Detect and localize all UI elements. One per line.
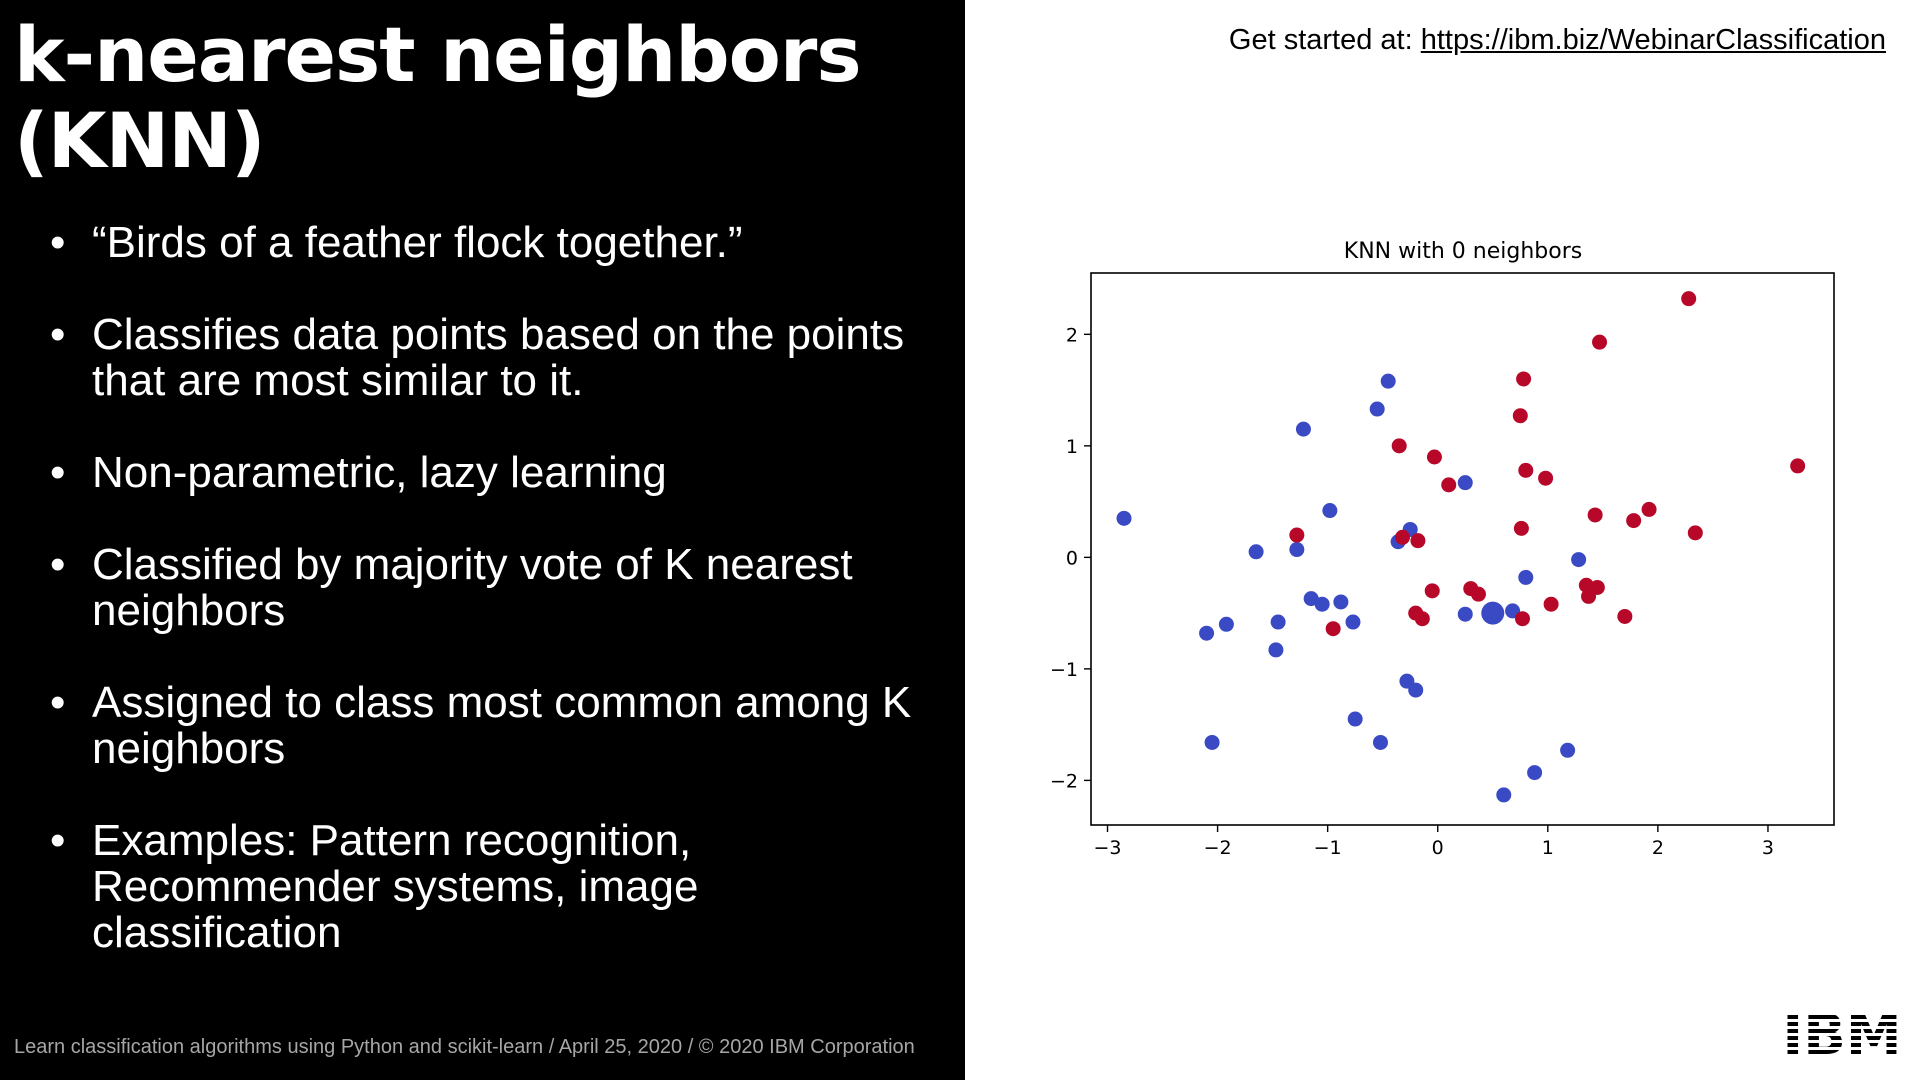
- data-point: [1513, 520, 1529, 536]
- x-tick-label: 3: [1762, 837, 1774, 859]
- data-point: [1322, 503, 1338, 519]
- data-point: [1295, 421, 1311, 437]
- data-point: [1204, 734, 1220, 750]
- data-point: [1199, 625, 1215, 641]
- data-point: [1543, 596, 1559, 612]
- data-point: [1560, 742, 1576, 758]
- bullet-dot-icon: •: [50, 310, 66, 359]
- y-tick-label: −1: [1050, 659, 1078, 681]
- bullet-dot-icon: •: [50, 448, 66, 497]
- data-point: [1687, 525, 1703, 541]
- bullet-dot-icon: •: [50, 816, 66, 865]
- data-point: [1587, 507, 1603, 523]
- data-point: [1218, 616, 1234, 632]
- data-point: [1790, 458, 1806, 474]
- data-point: [1395, 529, 1411, 545]
- data-point: [1518, 569, 1534, 585]
- plot-frame: [1090, 272, 1835, 826]
- dark-content-panel: k-nearest neighbors (KNN) • “Birds of a f…: [0, 0, 965, 1080]
- data-point: [1518, 462, 1534, 478]
- bullet-text: “Birds of a feather flock together.”: [92, 218, 743, 267]
- bullet-item: • Assigned to class most common among K n…: [50, 680, 930, 772]
- data-point: [1589, 579, 1605, 595]
- data-point: [1408, 682, 1424, 698]
- x-tick-label: 0: [1432, 837, 1444, 859]
- data-point: [1380, 373, 1396, 389]
- data-point: [1527, 765, 1543, 781]
- data-point: [1457, 606, 1473, 622]
- data-point: [1681, 291, 1697, 307]
- data-point: [1470, 586, 1486, 602]
- slide-title-line-2: (KNN): [14, 96, 266, 185]
- data-point: [1314, 596, 1330, 612]
- data-point: [1626, 513, 1642, 529]
- data-point: [1426, 449, 1442, 465]
- bullet-text: Non-parametric, lazy learning: [92, 448, 667, 497]
- bullet-item: • Classified by majority vote of K neares…: [50, 542, 930, 634]
- data-point: [1268, 642, 1284, 658]
- data-point: [1410, 533, 1426, 549]
- bullet-item: • Examples: Pattern recognition, Recommen…: [50, 818, 930, 956]
- y-tick-label: 1: [1066, 436, 1078, 458]
- x-tick-label: −3: [1094, 837, 1122, 859]
- x-tick-label: 1: [1542, 837, 1554, 859]
- ibm-logo: IBM: [1780, 1006, 1904, 1058]
- data-point: [1424, 583, 1440, 599]
- data-point: [1369, 401, 1385, 417]
- bullet-item: • Classifies data points based on the poi…: [50, 312, 930, 404]
- get-started-label: Get started at:: [1228, 24, 1421, 56]
- data-point: [1512, 408, 1528, 424]
- slide-title-line-1: k-nearest neighbors: [14, 10, 862, 99]
- bullet-dot-icon: •: [50, 540, 66, 589]
- footer-text: Learn classification algorithms using Py…: [14, 1036, 915, 1058]
- y-tick-label: −2: [1050, 770, 1078, 792]
- data-point: [1571, 552, 1587, 568]
- data-point: [1592, 334, 1608, 350]
- knn-scatter-chart: KNN with 0 neighbors −3 −2 −1 0 1 2 3 −2 −1 0 1 2: [1050, 239, 1835, 859]
- data-point: [1441, 477, 1457, 493]
- data-point: [1345, 614, 1361, 630]
- bullet-text: Classifies data points based on the poin…: [92, 310, 905, 405]
- data-point: [1414, 611, 1430, 627]
- data-point: [1333, 594, 1349, 610]
- data-point: [1496, 787, 1512, 803]
- data-point: [1372, 734, 1388, 750]
- data-point: [1617, 608, 1633, 624]
- bullet-text: Classified by majority vote of K nearest…: [92, 540, 853, 635]
- data-point: [1289, 527, 1305, 543]
- data-point: [1289, 542, 1305, 558]
- get-started-line: Get started at: https://ibm.biz/WebinarC…: [1229, 24, 1886, 57]
- data-point: [1325, 621, 1341, 637]
- chart-axes: −3 −2 −1 0 1 2 3 −2 −1 0 1 2: [1050, 272, 1835, 859]
- data-point: [1347, 711, 1363, 727]
- data-point: [1538, 470, 1554, 486]
- data-point: [1457, 475, 1473, 491]
- bullet-dot-icon: •: [50, 678, 66, 727]
- bullet-item: • Non-parametric, lazy learning: [50, 450, 930, 496]
- chart-title: KNN with 0 neighbors: [1344, 239, 1582, 264]
- x-tick-label: −1: [1314, 837, 1342, 859]
- bullet-dot-icon: •: [50, 218, 66, 267]
- x-tick-label: −2: [1204, 837, 1232, 859]
- data-point: [1391, 438, 1407, 454]
- bullet-list: • “Birds of a feather flock together.” • C…: [50, 220, 930, 1002]
- query-point: [1481, 601, 1505, 625]
- data-point: [1641, 501, 1657, 517]
- x-tick-label: 2: [1652, 837, 1664, 859]
- bullet-text: Examples: Pattern recognition, Recommend…: [92, 816, 699, 957]
- webinar-link[interactable]: https://ibm.biz/WebinarClassification: [1420, 24, 1886, 56]
- y-tick-label: 2: [1066, 324, 1078, 346]
- data-point: [1270, 614, 1286, 630]
- chart-points: [1116, 291, 1806, 803]
- data-point: [1516, 371, 1532, 387]
- data-point: [1248, 544, 1264, 560]
- y-tick-label: 0: [1066, 547, 1078, 569]
- bullet-item: • “Birds of a feather flock together.”: [50, 220, 930, 266]
- bullet-text: Assigned to class most common among K ne…: [92, 678, 912, 773]
- data-point: [1116, 510, 1132, 526]
- slide-title: k-nearest neighbors (KNN): [14, 10, 862, 185]
- data-point: [1514, 611, 1530, 627]
